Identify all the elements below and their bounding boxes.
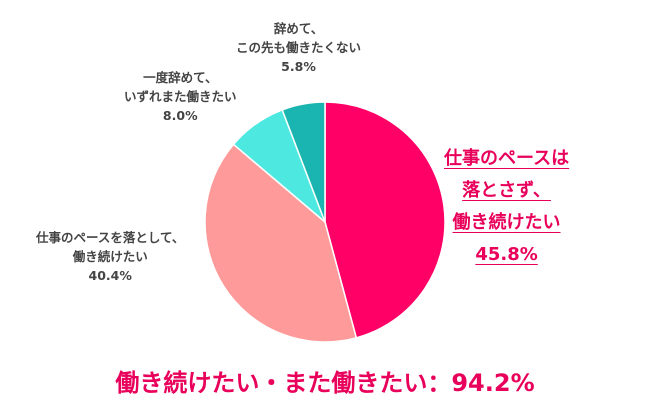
slice-label-2-line-0: 一度辞めて、 [143, 70, 218, 85]
slice-label-0: 仕事のペースは 落とさず、 働き続けたい 45.8% [444, 143, 569, 271]
slice-label-1-value: 40.4% [88, 268, 132, 283]
slice-label-3-value: 5.8% [281, 59, 316, 74]
slice-label-0-value: 45.8% [475, 244, 538, 265]
slice-label-1-line-0: 仕事のペースを落として、 [36, 230, 185, 245]
slice-label-3-line-0: 辞めて、 [273, 21, 324, 36]
slice-label-2-line-1: いずれまた働きたい [124, 89, 237, 104]
pie-slice-0 [324, 101, 446, 339]
slice-label-0-line-2: 働き続けたい [452, 212, 561, 233]
summary-text: 働き続けたい・また働きたい：94.2% [115, 369, 535, 397]
slice-label-3-line-1: この先も働きたくない [236, 40, 362, 55]
slice-label-0-line-0: 仕事のペースは [444, 148, 570, 169]
slice-label-1-line-1: 働き続けたい [72, 249, 148, 264]
slice-label-2-value: 8.0% [162, 108, 198, 123]
pie-slice-3 [281, 101, 326, 223]
slice-label-1: 仕事のペースを落として、 働き続けたい 40.4% [36, 228, 184, 285]
slice-label-3: 辞めて、 この先も働きたくない 5.8% [236, 19, 361, 76]
pie-slice-1 [204, 143, 358, 343]
slice-label-2: 一度辞めて、 いずれまた働きたい 8.0% [124, 68, 237, 125]
slice-label-0-line-1: 落とさず、 [462, 180, 551, 201]
